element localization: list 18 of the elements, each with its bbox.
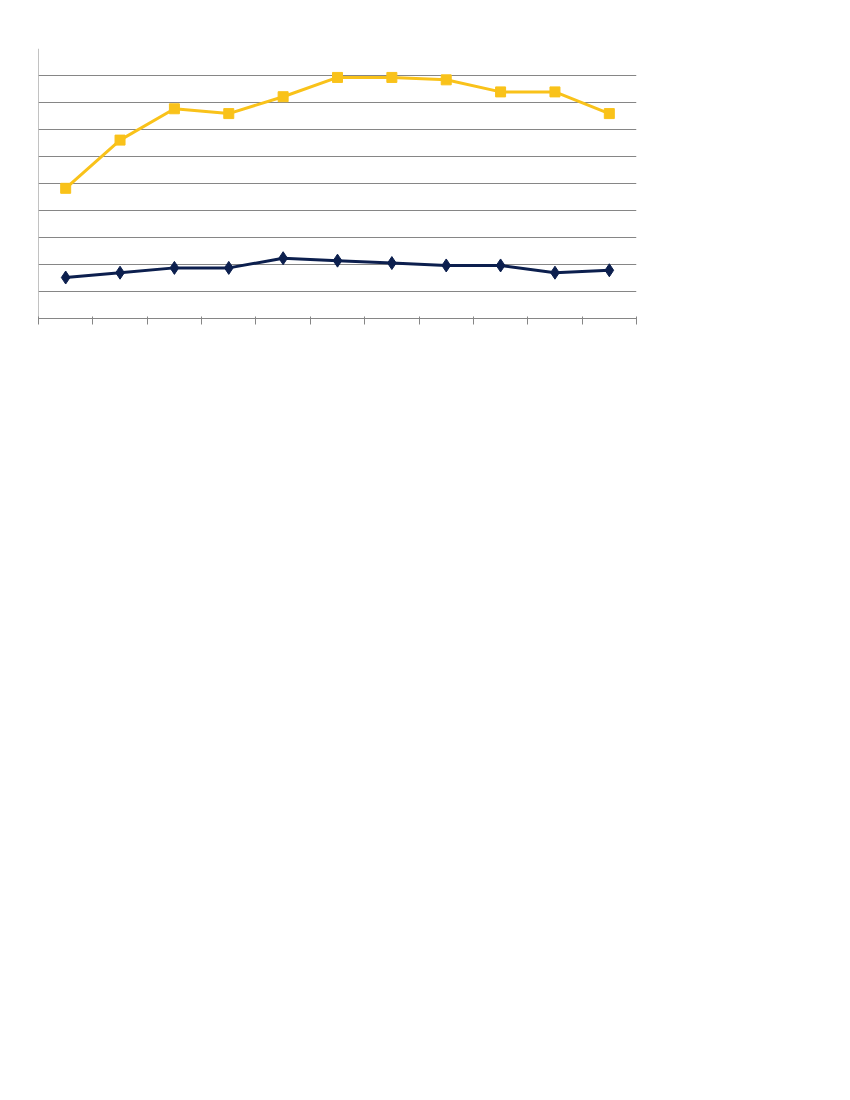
point xyxy=(440,74,452,86)
point xyxy=(60,182,72,194)
point xyxy=(114,134,126,146)
point xyxy=(549,86,561,98)
point xyxy=(441,258,452,273)
point xyxy=(60,270,71,285)
point xyxy=(332,71,343,83)
point xyxy=(223,108,235,120)
point xyxy=(277,91,289,103)
point xyxy=(603,108,615,120)
point xyxy=(168,103,180,115)
point xyxy=(604,263,615,278)
point xyxy=(495,86,507,98)
point xyxy=(495,258,506,273)
point xyxy=(169,260,180,275)
point xyxy=(332,253,343,268)
point xyxy=(386,71,398,83)
point xyxy=(223,260,234,275)
